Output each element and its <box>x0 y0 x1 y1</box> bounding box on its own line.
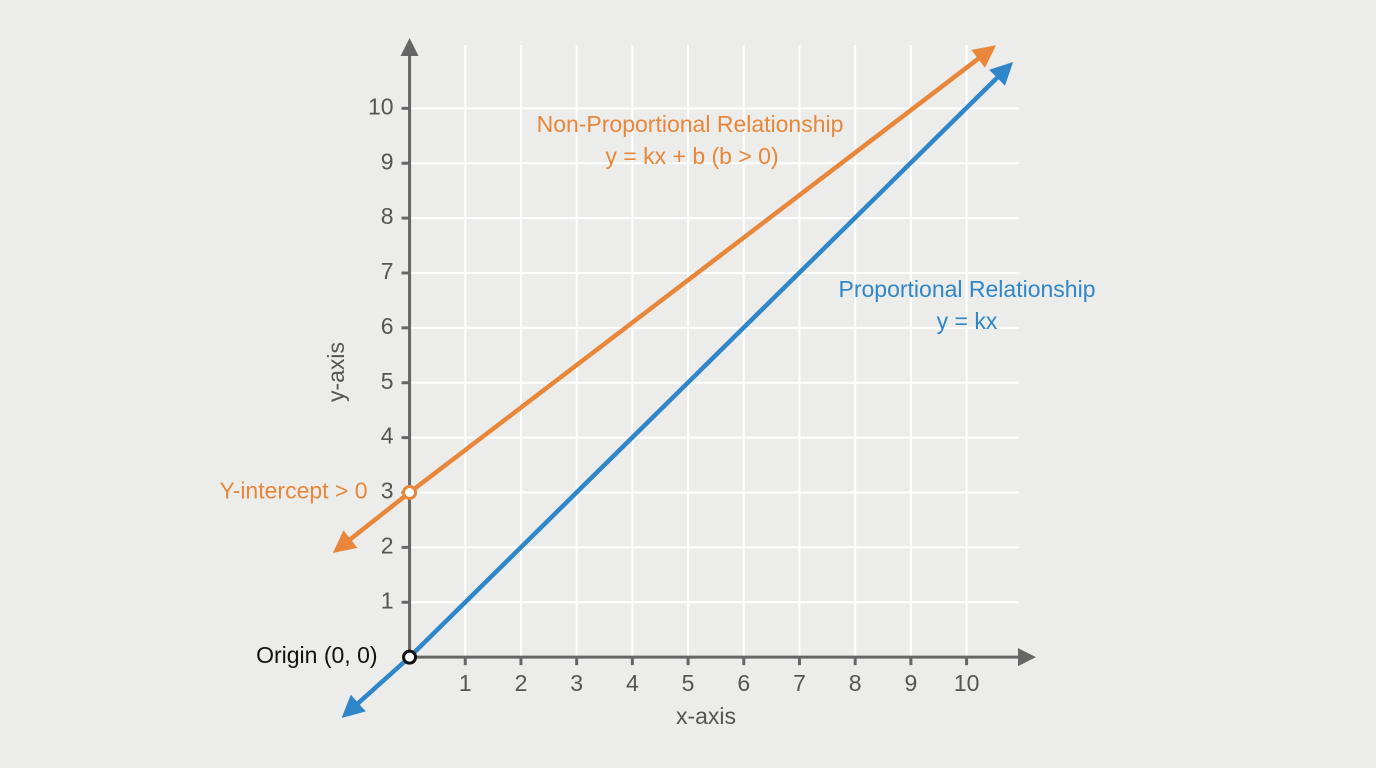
y-tick-label: 10 <box>368 93 394 119</box>
y-tick-label: 3 <box>381 478 394 504</box>
lines <box>332 45 1014 719</box>
y-tick-label: 7 <box>381 258 394 284</box>
series-equation: y = kx + b (b > 0) <box>605 143 778 169</box>
x-tick-label: 1 <box>459 670 472 696</box>
x-axis-label: x-axis <box>676 703 736 729</box>
series-name: Non-Proportional Relationship <box>537 111 844 137</box>
labels: x-axis y-axis 1 2 3 4 5 6 7 8 9 10 1 2 3 4 5 6 7 8 9 10 Non-… <box>219 93 1095 729</box>
x-tick-label: 2 <box>515 670 528 696</box>
y-tick-label: 9 <box>381 148 394 174</box>
y-tick-label: 4 <box>381 423 394 449</box>
point-marker <box>402 485 418 501</box>
y-tick-label: 6 <box>381 313 394 339</box>
series-equation: y = kx <box>937 308 998 334</box>
x-tick-label: 4 <box>626 670 639 696</box>
x-tick-label: 3 <box>570 670 583 696</box>
point-marker <box>402 649 418 665</box>
x-tick-label: 5 <box>682 670 695 696</box>
x-tick-label: 8 <box>849 670 862 696</box>
x-tick-label: 7 <box>793 670 806 696</box>
y-axis-label: y-axis <box>323 342 349 402</box>
y-tick-label: 8 <box>381 203 394 229</box>
y-tick-label: 2 <box>381 532 394 558</box>
x-tick-label: 6 <box>737 670 750 696</box>
x-tick-label: 9 <box>904 670 917 696</box>
series-name: Proportional Relationship <box>839 276 1096 302</box>
y-tick-label: 1 <box>381 587 394 613</box>
point-label: Y-intercept > 0 <box>219 478 367 504</box>
point-label: Origin (0, 0) <box>256 642 377 668</box>
x-tick-label: 10 <box>954 670 980 696</box>
y-tick-label: 5 <box>381 368 394 394</box>
